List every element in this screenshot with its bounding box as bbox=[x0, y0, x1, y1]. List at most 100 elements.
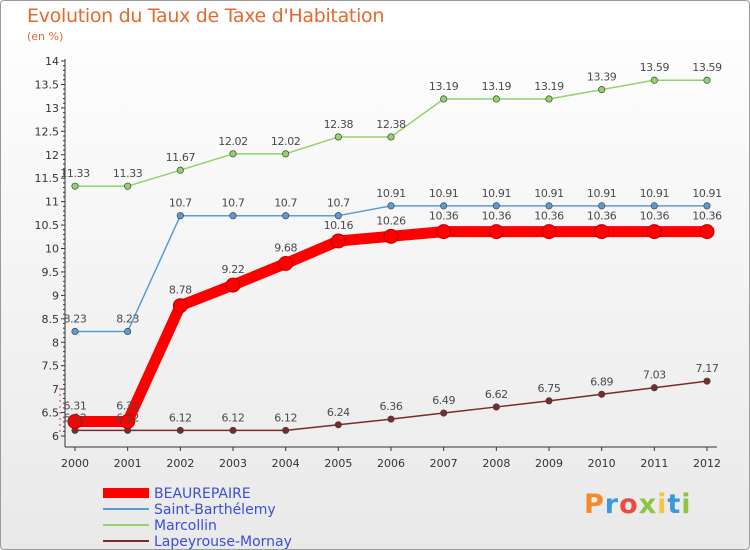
data-label: 10.36 bbox=[429, 210, 459, 223]
series-point-3 bbox=[387, 415, 395, 423]
series-point-0 bbox=[436, 224, 452, 240]
data-label: 10.91 bbox=[692, 187, 722, 200]
y-tick-label: 7 bbox=[52, 383, 59, 396]
data-label: 10.7 bbox=[222, 197, 245, 210]
data-label: 6.62 bbox=[485, 388, 508, 401]
y-tick-label: 6.5 bbox=[42, 407, 60, 420]
chart-title: Evolution du Taux de Taxe d'Habitation bbox=[27, 5, 385, 27]
y-tick-label: 10.5 bbox=[35, 219, 60, 232]
x-tick-label: 2012 bbox=[693, 457, 721, 470]
legend-label: Lapeyrouse-Mornay bbox=[154, 534, 292, 549]
x-tick-label: 2007 bbox=[430, 457, 458, 470]
series-point-1 bbox=[176, 212, 184, 220]
series-point-1 bbox=[492, 202, 500, 210]
y-tick-label: 13 bbox=[45, 102, 59, 115]
data-label: 13.19 bbox=[429, 80, 459, 93]
series-point-2 bbox=[124, 182, 132, 190]
data-label: 6.36 bbox=[380, 400, 403, 413]
data-label: 9.68 bbox=[274, 242, 297, 255]
series-point-3 bbox=[703, 377, 711, 385]
y-tick-label: 8.5 bbox=[42, 313, 60, 326]
data-label: 6.89 bbox=[590, 375, 613, 388]
series-point-0 bbox=[488, 224, 504, 240]
x-tick-label: 2009 bbox=[535, 457, 563, 470]
series-point-2 bbox=[282, 150, 290, 158]
series-point-0 bbox=[541, 224, 557, 240]
series-point-3 bbox=[492, 403, 500, 411]
series-point-1 bbox=[124, 327, 132, 336]
data-label: 10.91 bbox=[376, 187, 406, 200]
x-tick-label: 2002 bbox=[166, 457, 194, 470]
series-point-3 bbox=[176, 426, 184, 434]
data-label: 13.59 bbox=[692, 61, 722, 74]
data-label: 6.31 bbox=[64, 399, 87, 412]
data-label: 12.38 bbox=[324, 118, 354, 131]
series-point-1 bbox=[282, 212, 290, 220]
legend-label: BEAUREPAIRE bbox=[154, 486, 251, 502]
series-lines bbox=[67, 76, 715, 434]
series-point-0 bbox=[699, 224, 715, 240]
data-label: 6.12 bbox=[169, 411, 192, 424]
chart-legend: BEAUREPAIRESaint-BarthélemyMarcollinLape… bbox=[103, 486, 292, 549]
y-tick-label: 9 bbox=[52, 289, 59, 302]
series-point-0 bbox=[594, 224, 610, 240]
logo-letter: i bbox=[657, 489, 668, 520]
y-tick-label: 13.5 bbox=[35, 78, 60, 91]
series-point-2 bbox=[71, 182, 79, 190]
data-label: 8.23 bbox=[116, 312, 139, 325]
series-point-0 bbox=[172, 298, 188, 314]
series-point-2 bbox=[440, 95, 448, 103]
series-point-3 bbox=[229, 426, 237, 434]
data-label: 7.17 bbox=[696, 362, 719, 375]
data-label: 10.16 bbox=[324, 219, 354, 232]
series-point-2 bbox=[334, 133, 342, 141]
data-label: 11.67 bbox=[166, 151, 196, 164]
data-label: 10.7 bbox=[274, 197, 297, 210]
series-point-1 bbox=[703, 202, 711, 210]
series-point-1 bbox=[71, 327, 79, 336]
data-label: 6.12 bbox=[274, 411, 297, 424]
logo-letter: r bbox=[604, 489, 620, 520]
series-point-2 bbox=[545, 95, 553, 103]
data-label: 10.36 bbox=[692, 210, 722, 223]
data-label: 13.19 bbox=[534, 80, 564, 93]
y-tick-label: 11.5 bbox=[35, 172, 60, 185]
data-label: 10.36 bbox=[640, 210, 670, 223]
series-point-3 bbox=[650, 384, 658, 392]
data-label: 6.12 bbox=[222, 411, 245, 424]
y-tick-label: 6 bbox=[52, 430, 59, 443]
series-point-0 bbox=[383, 228, 399, 244]
series-point-1 bbox=[334, 212, 342, 220]
data-label: 10.7 bbox=[327, 197, 350, 210]
y-tick-label: 8 bbox=[52, 336, 59, 349]
data-label: 11.33 bbox=[60, 167, 90, 180]
x-tick-label: 2004 bbox=[272, 457, 300, 470]
data-label: 6.24 bbox=[327, 406, 350, 419]
x-tick-label: 2010 bbox=[588, 457, 616, 470]
data-label: 12.02 bbox=[271, 135, 301, 148]
series-line-2 bbox=[74, 79, 708, 187]
data-label: 6.12 bbox=[64, 411, 87, 424]
series-point-0 bbox=[225, 277, 241, 293]
chart-subtitle: (en %) bbox=[27, 30, 64, 43]
legend-label: Marcollin bbox=[154, 518, 217, 534]
data-label: 6.31 bbox=[116, 399, 139, 412]
data-label: 10.91 bbox=[429, 187, 459, 200]
series-data-labels: 6.31 6.31 8.78 9.22 9.68 10.16 10.26 10.36 10.36… bbox=[60, 61, 722, 424]
series-point-0 bbox=[330, 233, 346, 249]
data-label: 9.22 bbox=[222, 263, 245, 276]
x-tick-label: 2011 bbox=[640, 457, 668, 470]
x-tick-label: 2000 bbox=[61, 457, 89, 470]
series-point-0 bbox=[67, 413, 83, 429]
y-tick-label: 10 bbox=[45, 243, 59, 256]
data-label: 10.91 bbox=[534, 187, 564, 200]
logo-letter: o bbox=[619, 489, 639, 520]
y-tick-label: 14 bbox=[45, 55, 59, 68]
data-label: 6.75 bbox=[538, 382, 561, 395]
series-point-2 bbox=[492, 95, 500, 103]
series-point-1 bbox=[598, 202, 606, 210]
logo-letter: P bbox=[584, 489, 605, 520]
data-label: 8.78 bbox=[169, 284, 192, 297]
data-label: 7.03 bbox=[643, 369, 666, 382]
